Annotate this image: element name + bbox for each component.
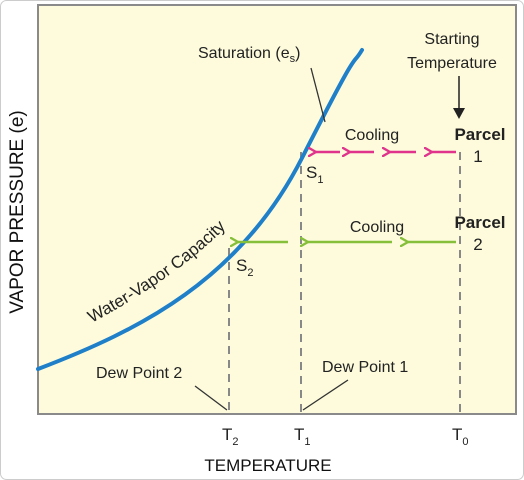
saturation-label: Saturation (es) bbox=[198, 45, 300, 65]
dew-point-1-label: Dew Point 1 bbox=[322, 359, 408, 376]
dew-point-2-label: Dew Point 2 bbox=[96, 365, 182, 382]
plot-area bbox=[37, 4, 517, 415]
x-axis-title: TEMPERATURE bbox=[204, 456, 331, 475]
saturation-curve bbox=[36, 48, 364, 371]
parcel1-title: Parcel bbox=[454, 125, 505, 144]
y-axis-title: VAPOR PRESSURE (e) bbox=[7, 110, 28, 313]
starting-label-line1: Starting bbox=[424, 31, 479, 48]
s1-point-label: S1 bbox=[306, 163, 323, 186]
parcel1-cooling-label: Cooling bbox=[345, 127, 399, 144]
parcel2-title: Parcel bbox=[454, 213, 505, 232]
dew-point-2-leader bbox=[194, 385, 228, 411]
parcel1-number: 1 bbox=[473, 147, 482, 166]
parcel2-cooling-label: Cooling bbox=[350, 219, 404, 236]
s2-point-label: S2 bbox=[236, 256, 253, 279]
tick-label-t0: T0 bbox=[452, 425, 469, 448]
parcel2-number: 2 bbox=[473, 235, 482, 254]
tick-label-t2: T2 bbox=[222, 425, 239, 448]
dew-point-1-leader bbox=[302, 379, 349, 411]
saturation-leader-line bbox=[310, 67, 326, 123]
starting-label-line2: Temperature bbox=[407, 55, 497, 72]
tick-label-t1: T1 bbox=[294, 425, 311, 448]
starting-pointer-arrowhead bbox=[453, 108, 465, 119]
